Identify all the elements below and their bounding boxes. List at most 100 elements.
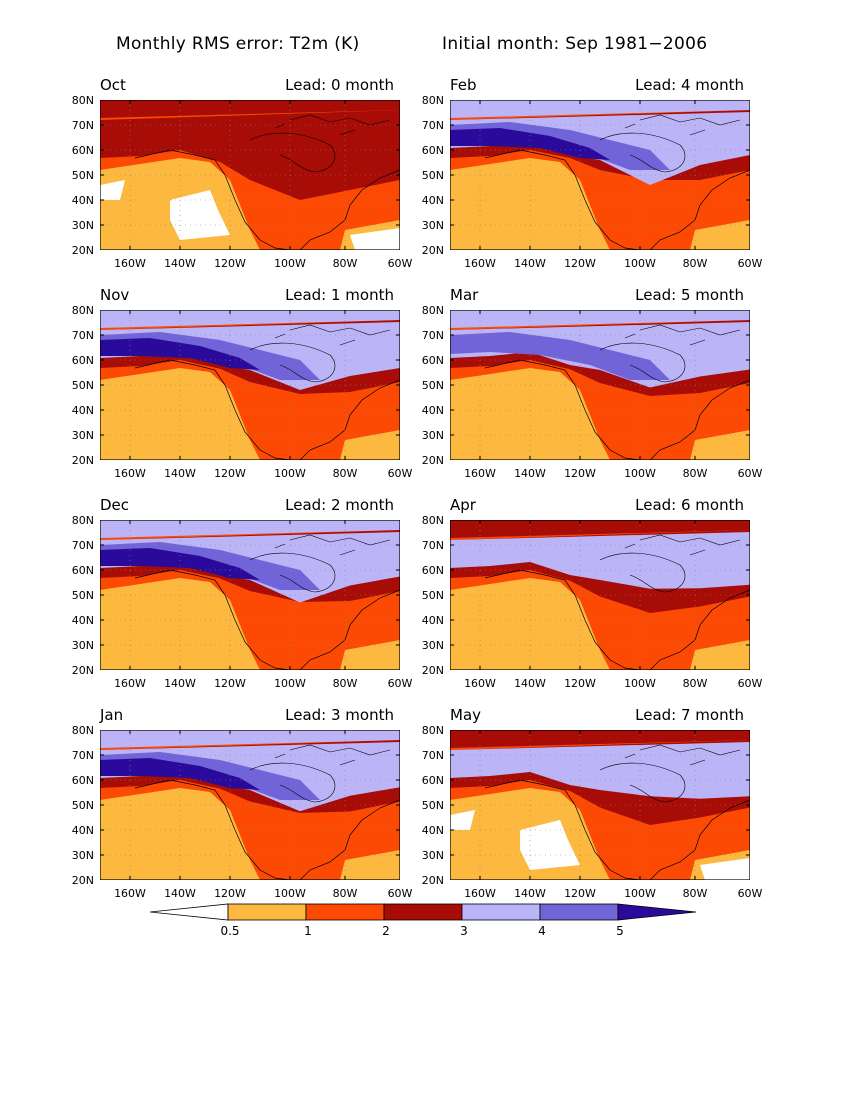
map-panel: Mar Lead: 5 month 80N 70N 60N 50N 40N 30N 20N 160…	[422, 286, 763, 480]
panel-lead-label: Lead: 1 month	[285, 286, 394, 304]
panel-lead-label: Lead: 6 month	[635, 496, 744, 514]
latitude-tick-label: 20N	[71, 454, 94, 467]
panel-lead-label: Lead: 5 month	[635, 286, 744, 304]
longitude-tick-label: 80W	[682, 677, 708, 690]
panel-month-label: Oct	[100, 76, 126, 94]
panel-month-label: May	[450, 706, 482, 724]
latitude-tick-label: 20N	[71, 664, 94, 677]
longitude-tick-label: 100W	[274, 887, 306, 900]
rms-error-map	[450, 310, 750, 460]
panel-lead-label: Lead: 2 month	[285, 496, 394, 514]
colorbar-swatch-2	[305, 903, 385, 921]
longitude-tick-label: 100W	[274, 257, 306, 270]
latitude-tick-label: 20N	[71, 874, 94, 887]
latitude-tick-label: 50N	[421, 169, 444, 182]
longitude-tick-label: 60W	[387, 677, 413, 690]
latitude-tick-label: 30N	[421, 429, 444, 442]
panel-month-label: Nov	[100, 286, 130, 304]
longitude-tick-label: 80W	[332, 257, 358, 270]
longitude-tick-label: 120W	[564, 677, 596, 690]
longitude-tick-label: 140W	[164, 887, 196, 900]
panel-month-label: Jan	[100, 706, 124, 724]
plot-title-initial-month: Initial month: Sep 1981−2006	[442, 34, 708, 54]
longitude-tick-label: 140W	[514, 257, 546, 270]
latitude-tick-label: 60N	[71, 564, 94, 577]
longitude-tick-label: 160W	[114, 467, 146, 480]
latitude-tick-label: 80N	[71, 304, 94, 317]
colorbar-label-0-5: 0.5	[220, 924, 240, 938]
latitude-tick-label: 30N	[71, 219, 94, 232]
latitude-tick-label: 20N	[421, 244, 444, 257]
rms-error-map	[450, 730, 750, 880]
colorbar-swatch-5	[539, 903, 619, 921]
longitude-tick-label: 160W	[114, 887, 146, 900]
latitude-tick-label: 60N	[71, 774, 94, 787]
rms-error-map	[100, 100, 400, 250]
latitude-tick-label: 30N	[71, 639, 94, 652]
latitude-tick-label: 30N	[71, 429, 94, 442]
longitude-tick-label: 120W	[564, 257, 596, 270]
colorbar-swatch-4	[461, 903, 541, 921]
longitude-tick-label: 160W	[114, 257, 146, 270]
panel-lead-label: Lead: 7 month	[635, 706, 744, 724]
panel-lead-label: Lead: 3 month	[285, 706, 394, 724]
longitude-tick-label: 60W	[387, 887, 413, 900]
longitude-tick-label: 160W	[114, 677, 146, 690]
latitude-tick-label: 80N	[421, 94, 444, 107]
latitude-tick-label: 60N	[421, 144, 444, 157]
latitude-tick-label: 20N	[421, 664, 444, 677]
latitude-tick-label: 40N	[71, 824, 94, 837]
colorbar-label-5: 5	[616, 924, 624, 938]
latitude-tick-label: 30N	[421, 639, 444, 652]
latitude-tick-label: 50N	[71, 169, 94, 182]
rms-error-map	[100, 730, 400, 880]
longitude-tick-label: 120W	[564, 467, 596, 480]
latitude-tick-label: 80N	[421, 304, 444, 317]
latitude-tick-label: 50N	[421, 589, 444, 602]
longitude-tick-label: 160W	[464, 677, 496, 690]
colorbar-swatches	[149, 903, 697, 921]
longitude-tick-label: 140W	[514, 467, 546, 480]
latitude-tick-label: 30N	[421, 849, 444, 862]
longitude-tick-label: 140W	[514, 677, 546, 690]
longitude-tick-label: 120W	[564, 887, 596, 900]
latitude-tick-label: 80N	[71, 94, 94, 107]
longitude-tick-label: 100W	[274, 467, 306, 480]
map-panel: Apr Lead: 6 month 80N 70N 60N 50N 40N 30N 20N 160…	[422, 496, 763, 690]
colorbar-label-4: 4	[538, 924, 546, 938]
latitude-tick-label: 20N	[421, 454, 444, 467]
longitude-tick-label: 160W	[464, 887, 496, 900]
panel-lead-label: Lead: 4 month	[635, 76, 744, 94]
longitude-tick-label: 140W	[164, 257, 196, 270]
latitude-tick-label: 30N	[71, 849, 94, 862]
colorbar-swatch-1	[227, 903, 307, 921]
longitude-tick-label: 80W	[682, 257, 708, 270]
latitude-tick-label: 70N	[71, 119, 94, 132]
latitude-tick-label: 70N	[71, 539, 94, 552]
panel-month-label: Apr	[450, 496, 476, 514]
latitude-tick-label: 40N	[421, 404, 444, 417]
colorbar-low-triangle	[149, 903, 229, 921]
latitude-tick-label: 40N	[421, 824, 444, 837]
latitude-tick-label: 50N	[71, 379, 94, 392]
latitude-tick-label: 50N	[71, 589, 94, 602]
longitude-tick-label: 60W	[387, 467, 413, 480]
latitude-tick-label: 40N	[421, 194, 444, 207]
latitude-tick-label: 70N	[421, 539, 444, 552]
longitude-tick-label: 140W	[164, 467, 196, 480]
map-panel: Jan Lead: 3 month 80N 70N 60N 50N 40N 30N 20N 160…	[72, 706, 413, 900]
longitude-tick-label: 60W	[737, 677, 763, 690]
longitude-tick-label: 120W	[214, 887, 246, 900]
rms-error-map	[100, 520, 400, 670]
latitude-tick-label: 20N	[71, 244, 94, 257]
colorbar-label-2: 2	[382, 924, 390, 938]
longitude-tick-label: 80W	[332, 887, 358, 900]
map-panel: May Lead: 7 month 80N 70N 60N 50N 40N 30N 20N 160…	[422, 706, 763, 900]
latitude-tick-label: 40N	[421, 614, 444, 627]
longitude-tick-label: 120W	[214, 467, 246, 480]
latitude-tick-label: 80N	[421, 514, 444, 527]
longitude-tick-label: 100W	[274, 677, 306, 690]
rms-error-map	[450, 520, 750, 670]
latitude-tick-label: 80N	[71, 724, 94, 737]
latitude-tick-label: 70N	[71, 749, 94, 762]
